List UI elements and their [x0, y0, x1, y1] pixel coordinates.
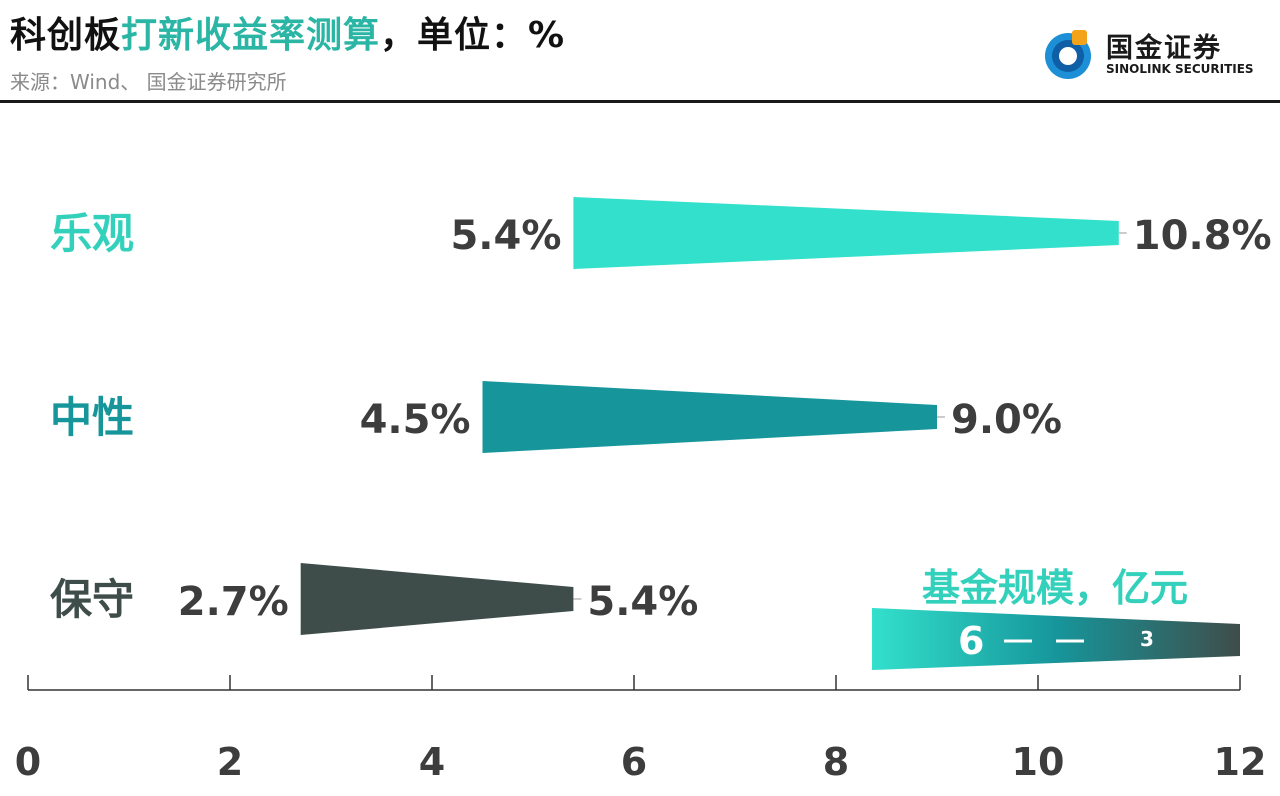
- brand-logo: 国金证券 SINOLINK SECURITIES: [1042, 26, 1272, 82]
- title-suffix: ，单位：%: [380, 15, 566, 56]
- logo-cn: 国金证券: [1106, 33, 1222, 64]
- series-name-label: 保守: [50, 575, 134, 624]
- x-tick-label: 4: [419, 740, 445, 784]
- source-note: 来源：Wind、 国金证券研究所: [10, 70, 287, 94]
- series-name-label: 中性: [50, 393, 134, 442]
- fund-size-legend: 基金规模，亿元 6 3: [872, 566, 1240, 670]
- series-row: 中性 4.5% 9.0%: [50, 381, 1062, 453]
- x-axis: 0 2 4 6 8 10 12: [15, 675, 1267, 784]
- end-value-label: 10.8%: [1133, 213, 1272, 259]
- legend-left-label: 6: [958, 619, 984, 663]
- start-value-label: 4.5%: [360, 397, 471, 443]
- legend-right-label: 3: [1140, 627, 1154, 651]
- series-row: 保守 2.7% 5.4%: [50, 563, 698, 635]
- x-tick-label: 6: [621, 740, 647, 784]
- end-value-label: 5.4%: [587, 579, 698, 625]
- end-value-label: 9.0%: [951, 397, 1062, 443]
- range-bar: [573, 197, 1119, 269]
- range-bar: [482, 381, 937, 453]
- x-tick-label: 12: [1214, 740, 1267, 784]
- legend-title: 基金规模，亿元: [922, 566, 1188, 610]
- title-prefix: 科创板: [10, 15, 122, 56]
- x-tick-label: 8: [823, 740, 849, 784]
- start-value-label: 5.4%: [450, 213, 561, 259]
- x-tick-label: 10: [1012, 740, 1065, 784]
- logo-en: SINOLINK SECURITIES: [1106, 62, 1254, 76]
- start-value-label: 2.7%: [178, 579, 289, 625]
- header-divider: [0, 100, 1280, 103]
- sinolink-logo-icon: [1045, 30, 1091, 79]
- range-bar: [300, 563, 574, 635]
- legend-wedge: [872, 608, 1240, 670]
- chart-title: 科创板打新收益率测算，单位：%: [10, 6, 565, 58]
- series-row: 乐观 5.4% 10.8%: [50, 197, 1272, 269]
- x-tick-label: 2: [217, 740, 243, 784]
- title-highlight: 打新收益率测算: [121, 15, 381, 56]
- x-tick-label: 0: [15, 740, 41, 784]
- series-name-label: 乐观: [50, 209, 134, 258]
